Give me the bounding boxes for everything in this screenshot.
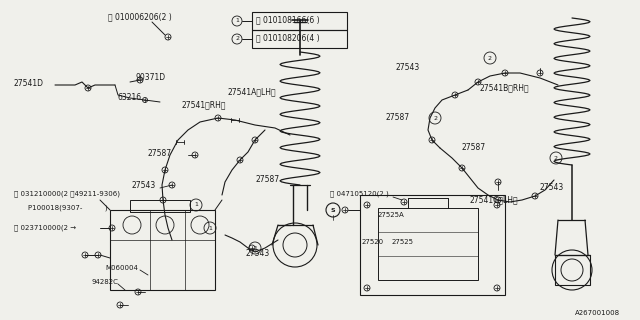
Bar xyxy=(252,30,347,48)
Text: P100018(9307-          ): P100018(9307- ) xyxy=(28,205,108,211)
Bar xyxy=(555,255,590,285)
Text: 27543: 27543 xyxy=(245,249,269,258)
Bar xyxy=(252,12,347,30)
Bar xyxy=(360,195,505,295)
Text: 1: 1 xyxy=(194,203,198,207)
Bar xyxy=(110,210,215,290)
Text: 27520: 27520 xyxy=(362,239,384,245)
Text: 27525: 27525 xyxy=(392,239,414,245)
Text: 27543: 27543 xyxy=(539,183,563,193)
Text: Ⓑ 010108206(4 ): Ⓑ 010108206(4 ) xyxy=(256,34,319,43)
Bar xyxy=(130,200,190,212)
Text: 63216: 63216 xyxy=(118,93,142,102)
Text: 27541〈RH〉: 27541〈RH〉 xyxy=(182,100,227,109)
Text: 1: 1 xyxy=(208,226,212,230)
Text: 90371D: 90371D xyxy=(135,74,165,83)
Text: 2: 2 xyxy=(554,156,558,161)
Text: 27541C〈LH〉: 27541C〈LH〉 xyxy=(470,196,518,204)
Text: 2: 2 xyxy=(488,55,492,60)
Text: 27525A: 27525A xyxy=(378,212,404,218)
Text: 1: 1 xyxy=(235,19,239,23)
Text: 27587: 27587 xyxy=(148,148,172,157)
Text: 94282C: 94282C xyxy=(92,279,119,285)
Text: 27587: 27587 xyxy=(462,143,486,153)
Bar xyxy=(378,208,478,280)
Text: 27541A〈LH〉: 27541A〈LH〉 xyxy=(228,87,276,97)
Text: 27541B〈RH〉: 27541B〈RH〉 xyxy=(480,84,530,92)
Text: 27587: 27587 xyxy=(255,175,279,185)
Text: Ⓑ 010108166(6 ): Ⓑ 010108166(6 ) xyxy=(256,15,319,25)
Text: Ⓝ 023710000(2 →: Ⓝ 023710000(2 → xyxy=(14,225,76,231)
Text: Ⓑ 010006206(2 ): Ⓑ 010006206(2 ) xyxy=(108,12,172,21)
Text: 27543: 27543 xyxy=(132,180,156,189)
Text: 1: 1 xyxy=(253,245,257,251)
Text: A267001008: A267001008 xyxy=(575,310,620,316)
Text: M060004: M060004 xyxy=(105,265,138,271)
Text: 27543: 27543 xyxy=(395,63,419,73)
Text: 2: 2 xyxy=(433,116,437,121)
Text: Ⓜ 031210000(2 　49211-9306): Ⓜ 031210000(2 49211-9306) xyxy=(14,191,120,197)
Text: Ⓢ 047105120(2 ): Ⓢ 047105120(2 ) xyxy=(330,191,388,197)
Text: 27541D: 27541D xyxy=(14,79,44,89)
Text: S: S xyxy=(331,207,335,212)
Text: 27587: 27587 xyxy=(385,114,409,123)
Text: 2: 2 xyxy=(235,36,239,42)
